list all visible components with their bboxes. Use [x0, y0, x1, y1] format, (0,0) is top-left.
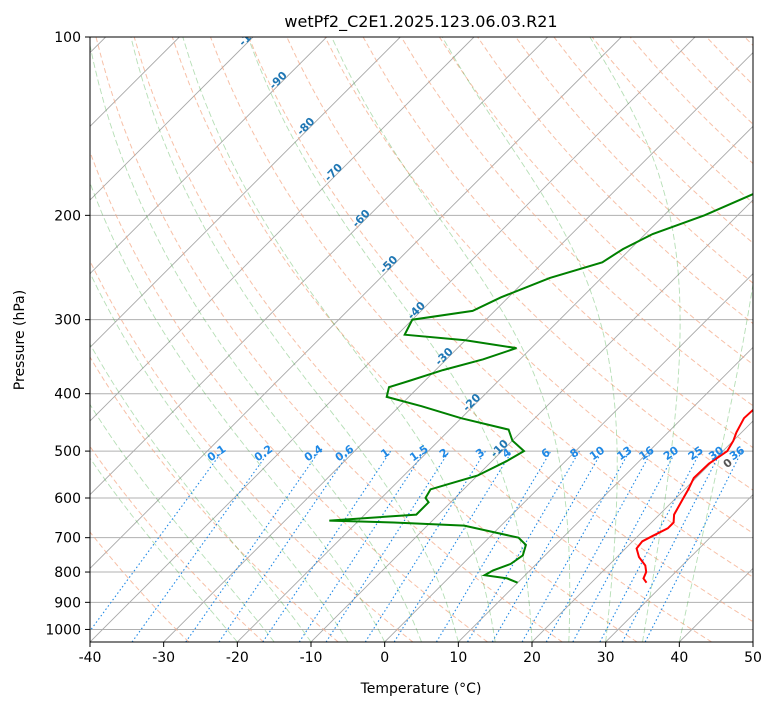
dry-adiabat-line [95, 37, 563, 642]
isotherm-line [90, 37, 696, 642]
isotherm-line [531, 420, 753, 642]
dry-adiabat-line [90, 356, 339, 642]
mixing-ratio-line [218, 450, 351, 642]
isotherm-line [384, 273, 753, 642]
y-tick-label: 500 [54, 444, 81, 460]
y-tick-label: 700 [54, 531, 81, 547]
y-tick-label: 900 [54, 595, 81, 611]
moist-adiabat-line [441, 37, 618, 642]
dry-adiabat-line [324, 37, 753, 491]
moist-adiabat-line [247, 37, 533, 642]
background-lines [90, 37, 753, 642]
isotherm-line [90, 37, 622, 569]
mixing-ratio-line [325, 450, 450, 642]
x-axis-label: Temperature (°C) [360, 681, 482, 697]
mixing-ratio-line [393, 450, 513, 642]
dewpoint-profile [329, 192, 753, 584]
y-tick-label: 200 [54, 208, 81, 224]
isotherm-line [90, 37, 548, 496]
dry-adiabat-line [515, 37, 753, 284]
isotherm-line [90, 37, 475, 422]
moist-adiabat-line [90, 42, 422, 642]
x-tick-label: -40 [79, 650, 102, 666]
isotherm-line [458, 346, 753, 642]
mixing-ratio-line [364, 450, 486, 642]
moist-adiabat-line [130, 37, 459, 642]
mixing-ratio-line [521, 450, 630, 642]
isotherm-line [90, 37, 327, 275]
x-tick-label: 10 [449, 650, 467, 666]
mixing-ratio-line [545, 450, 653, 642]
mixing-ratio-line [185, 450, 320, 642]
dry-adiabat-line [400, 37, 753, 407]
x-tick-label: 40 [670, 650, 688, 666]
dry-adiabat-line [438, 37, 753, 366]
x-tick-label: 30 [597, 650, 615, 666]
moist-adiabat-line [90, 457, 238, 642]
x-tick-label: -20 [226, 650, 249, 666]
y-tick-label: 800 [54, 565, 81, 581]
chart-title: wetPf2_C2E1.2025.123.06.03.R21 [284, 12, 557, 32]
dry-adiabat-line [90, 259, 414, 642]
mixing-ratio-line [467, 450, 580, 642]
isotherm-line [605, 494, 753, 642]
x-tick-label: 50 [744, 650, 762, 666]
dry-adiabat-line [171, 37, 712, 642]
y-tick-label: 300 [54, 313, 81, 329]
dry-adiabat-line [133, 37, 638, 642]
isotherm-label: -100 [236, 20, 265, 49]
x-axis-ticks: -40 -30 -20 -10 0 10 20 30 40 50 [79, 642, 762, 666]
moist-adiabat-line [90, 181, 386, 642]
x-tick-label: 20 [523, 650, 541, 666]
y-tick-label: 1000 [45, 622, 81, 638]
y-tick-label: 400 [54, 387, 81, 403]
profiles [329, 192, 753, 584]
isotherm-line [90, 37, 254, 201]
moist-adiabat-line [331, 37, 571, 642]
mixing-ratio-line [491, 450, 603, 642]
moist-adiabat-line [678, 281, 753, 642]
dry-adiabat-line [90, 445, 264, 642]
mixing-ratio-line [435, 450, 552, 642]
moist-adiabat-line [90, 343, 312, 642]
y-axis-label: Pressure (hPa) [12, 290, 28, 390]
isotherm-line [90, 37, 401, 348]
y-axis-ticks: 100 200 300 400 500 600 700 800 900 1000 [45, 30, 90, 638]
x-tick-label: -30 [152, 650, 175, 666]
moist-adiabat-line [589, 37, 681, 642]
temperature-profile [635, 408, 753, 584]
moist-adiabat-line [182, 37, 496, 642]
dry-adiabat-line [248, 37, 753, 578]
moist-adiabat-line [90, 403, 275, 642]
moist-adiabat-line [90, 271, 349, 642]
plot-frame [89, 36, 754, 643]
x-tick-label: 0 [380, 650, 389, 666]
isotherm-line [237, 125, 753, 642]
dry-adiabat-line [90, 150, 488, 642]
mixing-ratio-line [572, 450, 677, 642]
x-tick-label: -10 [300, 650, 323, 666]
y-tick-label: 600 [54, 491, 81, 507]
y-tick-label: 100 [54, 30, 81, 46]
dry-adiabat-line [210, 37, 753, 623]
dry-adiabat-line [90, 531, 190, 642]
